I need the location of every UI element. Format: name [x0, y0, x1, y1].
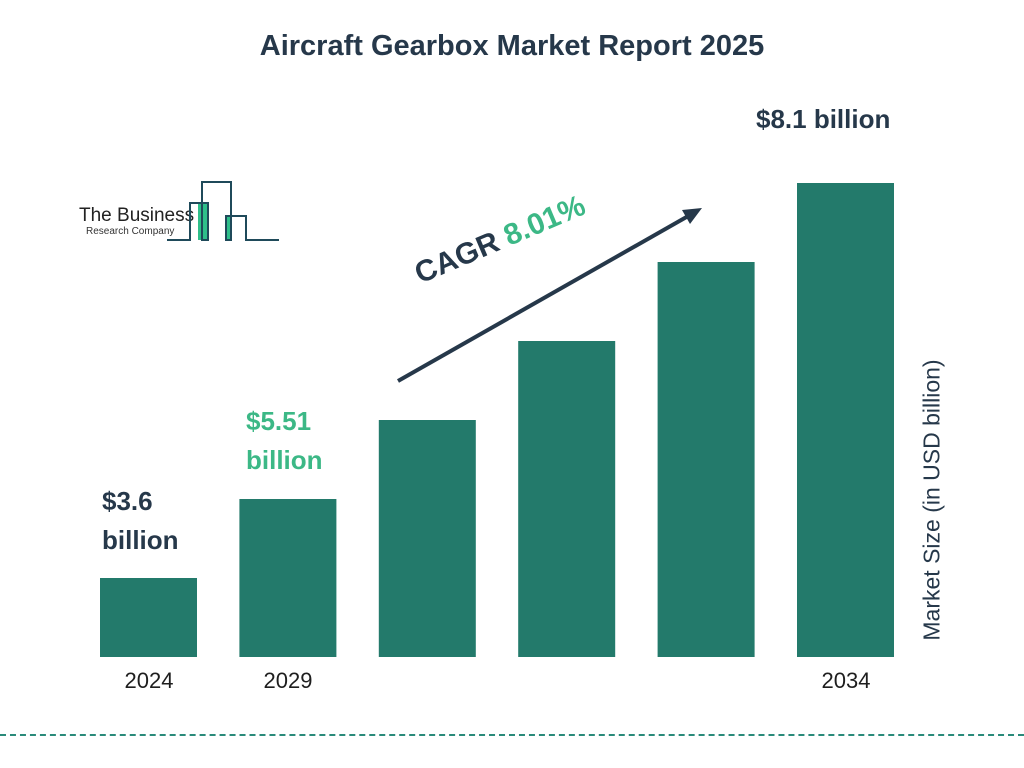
- data-label-2029-value: $5.51: [246, 406, 312, 436]
- x-tick-2034: 2034: [821, 668, 871, 693]
- data-label-2034: $8.1 billion: [756, 104, 891, 134]
- data-label-2029-unit: billion: [246, 445, 323, 475]
- chart-title: Aircraft Gearbox Market Report 2025: [259, 30, 765, 62]
- logo-text: The Business: [79, 205, 195, 226]
- bar-2024: [100, 578, 197, 657]
- cagr-arrow-head-icon: [682, 208, 702, 224]
- x-tick-2024: 2024: [124, 668, 174, 693]
- y-axis-label: Market Size (in USD billion): [918, 359, 945, 641]
- bar-item-3: [378, 420, 476, 657]
- logo-buildings-icon: [167, 181, 279, 241]
- data-label-2024: $3.6 billion: [102, 482, 179, 560]
- bar-item-5: [657, 262, 755, 657]
- cagr-arrow-line: [397, 213, 691, 383]
- data-label-2029: $5.51 billion: [246, 402, 323, 480]
- divider: [0, 734, 1024, 736]
- data-label-2024-unit: billion: [102, 525, 179, 555]
- bar-2029: [239, 499, 337, 657]
- data-label-2024-value: $3.6: [102, 486, 153, 516]
- bar-2034: [797, 183, 894, 657]
- logo-subtext: Research Company: [86, 226, 175, 237]
- x-tick-2029: 2029: [263, 668, 313, 693]
- bar-item-4: [518, 341, 616, 657]
